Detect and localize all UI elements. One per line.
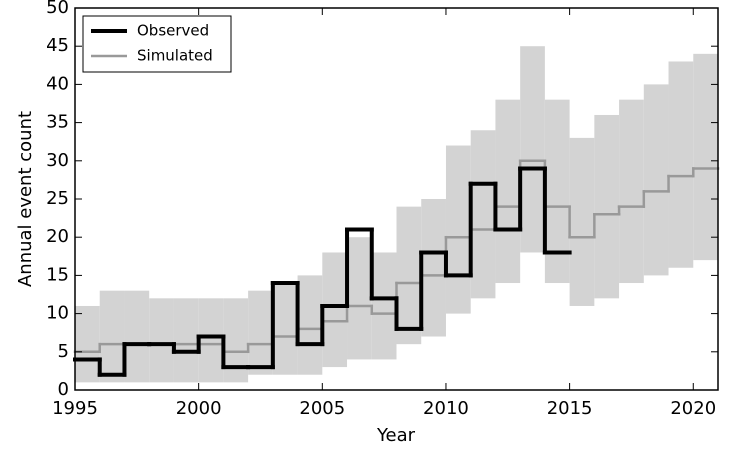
y-tick-label: 50 xyxy=(46,0,69,18)
band-step xyxy=(149,298,174,383)
band-step xyxy=(396,206,422,345)
x-tick-label: 1995 xyxy=(52,398,98,419)
band-step xyxy=(347,237,372,360)
band-step xyxy=(520,46,545,253)
band-step xyxy=(544,99,570,284)
legend-box xyxy=(82,15,232,73)
y-tick-label: 30 xyxy=(46,150,69,171)
legend-label: Observed xyxy=(137,22,209,40)
band-step xyxy=(198,298,224,383)
y-axis-label: Annual event count xyxy=(15,111,36,287)
x-tick-label: 2005 xyxy=(299,398,345,419)
band-step xyxy=(421,199,446,337)
y-tick-label: 15 xyxy=(46,264,69,285)
band-step xyxy=(668,61,694,268)
y-tick-label: 40 xyxy=(46,73,69,94)
legend-label: Simulated xyxy=(137,47,213,65)
y-tick-label: 5 xyxy=(58,341,69,362)
x-tick-label: 2000 xyxy=(176,398,222,419)
x-tick-label: 2015 xyxy=(547,398,593,419)
y-tick-label: 35 xyxy=(46,112,69,133)
band-step xyxy=(569,137,595,306)
band-step xyxy=(272,283,298,375)
band-step xyxy=(371,252,397,360)
band-step xyxy=(619,99,644,284)
band-step xyxy=(445,145,471,314)
band-step xyxy=(693,53,718,261)
band-step xyxy=(248,290,273,375)
band-step xyxy=(173,298,199,383)
band-step xyxy=(495,99,521,284)
band-step xyxy=(322,252,348,368)
band-step xyxy=(124,290,150,383)
y-tick-label: 25 xyxy=(46,188,69,209)
y-tick-label: 45 xyxy=(46,35,69,56)
x-tick-label: 2020 xyxy=(670,398,716,419)
x-tick-label: 2010 xyxy=(423,398,469,419)
band-step xyxy=(297,275,323,375)
y-tick-label: 0 xyxy=(58,379,69,400)
x-axis-label: Year xyxy=(376,425,416,446)
band-step xyxy=(470,130,496,299)
band-step xyxy=(594,114,620,299)
band-step xyxy=(223,298,249,383)
band-step xyxy=(643,84,669,276)
y-tick-label: 20 xyxy=(46,226,69,247)
y-tick-label: 10 xyxy=(46,303,69,324)
band-step xyxy=(99,290,125,383)
band-step xyxy=(75,305,100,383)
legend: Observed Simulated xyxy=(82,15,232,73)
